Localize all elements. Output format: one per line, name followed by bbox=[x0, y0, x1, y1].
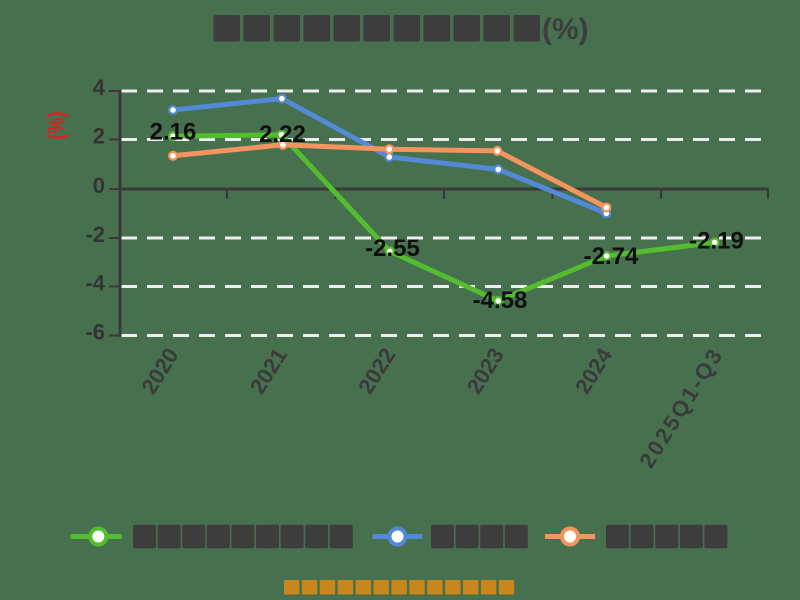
svg-text:-6: -6 bbox=[85, 320, 105, 345]
svg-text:-2.19: -2.19 bbox=[689, 228, 744, 255]
svg-text:0: 0 bbox=[93, 173, 105, 198]
svg-text:(%): (%) bbox=[542, 13, 589, 46]
svg-text:-2.74: -2.74 bbox=[584, 243, 639, 270]
svg-text:-2.55: -2.55 bbox=[365, 235, 420, 262]
svg-text:-2: -2 bbox=[85, 222, 105, 247]
svg-text:4: 4 bbox=[93, 75, 106, 100]
svg-text:(%): (%) bbox=[44, 111, 69, 139]
svg-text:2.16: 2.16 bbox=[150, 119, 197, 146]
svg-text:2: 2 bbox=[93, 124, 105, 149]
svg-text:-4.58: -4.58 bbox=[473, 287, 528, 314]
svg-text:-4: -4 bbox=[85, 271, 105, 296]
svg-text:2.22: 2.22 bbox=[259, 121, 306, 148]
